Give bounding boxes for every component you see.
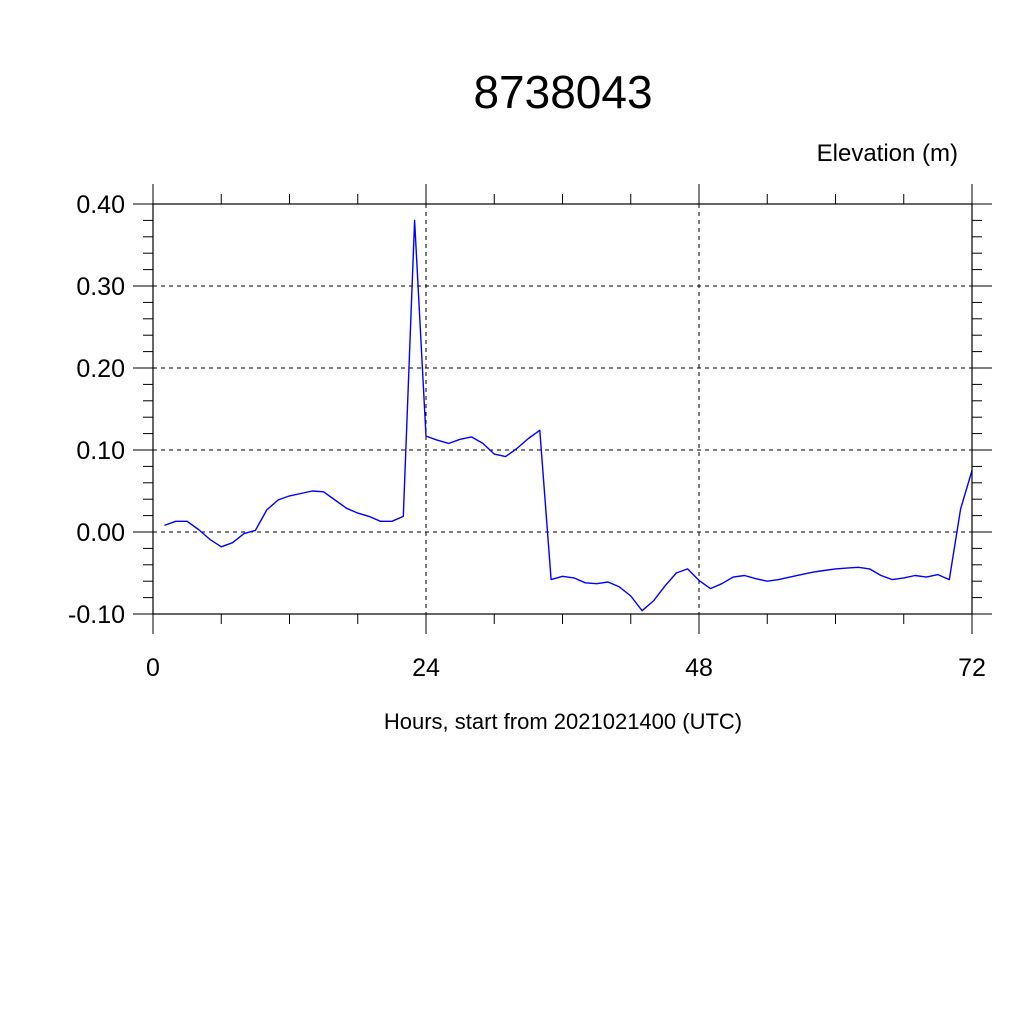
axis-ticks xyxy=(133,184,992,634)
y-tick-label: 0.20 xyxy=(76,355,125,383)
y-tick-label: 0.40 xyxy=(76,191,125,219)
y-tick-label: 0.00 xyxy=(76,519,125,547)
y-tick-label: 0.10 xyxy=(76,437,125,465)
x-tick-label: 24 xyxy=(412,654,440,682)
y-tick-label: -0.10 xyxy=(68,601,125,629)
x-tick-label: 0 xyxy=(146,654,160,682)
plot-frame xyxy=(152,203,973,615)
x-tick-label: 48 xyxy=(685,654,713,682)
grid-lines xyxy=(153,204,972,614)
y-tick-label: 0.30 xyxy=(76,273,125,301)
x-tick-label: 72 xyxy=(958,654,986,682)
elevation-series-line xyxy=(164,219,973,612)
chart-title: 8738043 xyxy=(473,66,652,118)
x-tick-labels: 0 24 48 72 xyxy=(146,654,986,682)
units-label: Elevation (m) xyxy=(817,140,958,167)
x-axis-label: Hours, start from 2021021400 (UTC) xyxy=(384,709,742,734)
y-tick-labels: -0.10 0.00 0.10 0.20 0.30 0.40 xyxy=(68,191,125,629)
series-group xyxy=(164,219,973,612)
